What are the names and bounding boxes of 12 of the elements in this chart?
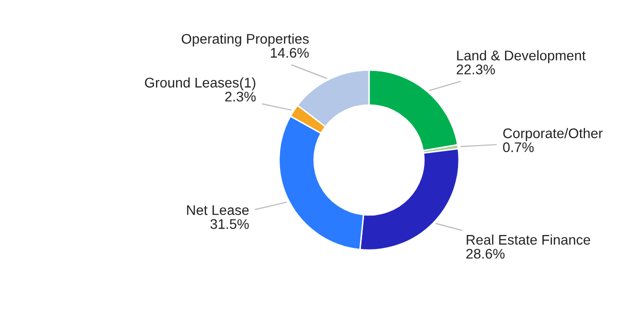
- data-label: 31.5%: [210, 219, 249, 229]
- data-label: 14.6%: [270, 48, 309, 58]
- data-label: 28.6%: [466, 248, 505, 259]
- slice-label: Real Estate Finance: [466, 234, 590, 245]
- slice-label: Corporate/Other: [503, 128, 603, 141]
- data-label: 0.7%: [503, 142, 534, 152]
- slice-label: Net Lease: [187, 205, 249, 216]
- slice-label: Operating Properties: [182, 34, 309, 47]
- data-label: 2.3%: [225, 92, 256, 102]
- slice-label: Ground Leases(1): [144, 77, 256, 90]
- slice-label: Land & Development: [457, 50, 586, 64]
- data-label: 22.3%: [456, 64, 495, 74]
